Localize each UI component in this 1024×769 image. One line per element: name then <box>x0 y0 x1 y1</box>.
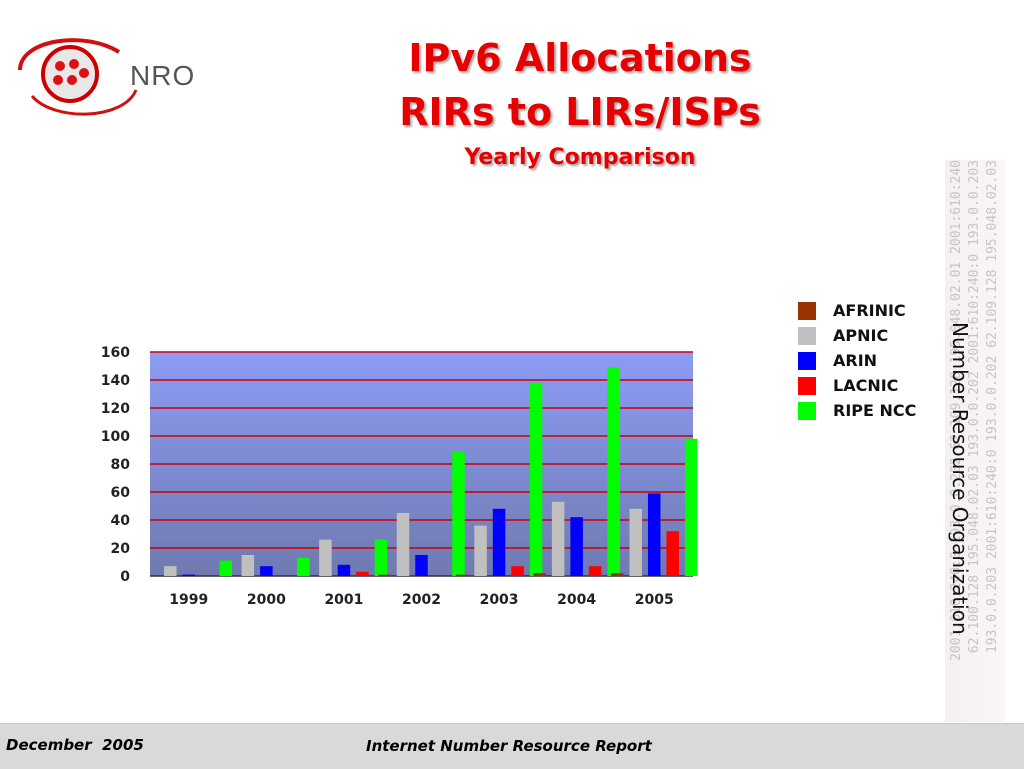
side-caption: Number Resource Organization <box>948 322 972 635</box>
y-tick-label: 160 <box>101 345 130 361</box>
y-tick-label: 0 <box>120 569 130 585</box>
bar-arin-2001 <box>337 564 351 576</box>
legend-label-lacnic: LACNIC <box>833 376 899 395</box>
bar-afrinic-2002 <box>378 574 391 576</box>
x-tick-label: 2005 <box>635 592 674 608</box>
legend-swatch-ripe-ncc <box>798 401 816 420</box>
bar-arin-2005 <box>647 493 661 576</box>
bar-lacnic-2001 <box>356 571 369 576</box>
ip-watermark-text-3: 193.0.0.203 2001:610:240:0 193.0.0.202 6… <box>985 160 1000 654</box>
logo-text: NRO <box>130 60 196 91</box>
bar-ripe-ncc-2002 <box>452 451 465 576</box>
bar-afrinic-2004 <box>533 573 546 576</box>
y-tick-label: 60 <box>111 485 131 501</box>
bar-lacnic-2003 <box>511 566 524 576</box>
legend-item-apnic: APNIC <box>798 323 916 348</box>
nro-logo <box>18 38 138 116</box>
logo-swoosh-bottom <box>30 89 138 116</box>
legend-item-lacnic: LACNIC <box>798 373 916 398</box>
legend-item-arin: ARIN <box>798 348 916 373</box>
legend-label-afrinic: AFRINIC <box>833 301 906 320</box>
legend-label-arin: ARIN <box>833 351 878 370</box>
bar-arin-2004 <box>570 517 583 576</box>
bar-ripe-ncc-2003 <box>529 382 543 576</box>
page-title-line2: RIRs to LIRs/ISPs <box>399 90 761 134</box>
y-tick-label: 120 <box>101 401 130 417</box>
footer-report-title: Internet Number Resource Report <box>366 737 652 755</box>
y-tick-label: 100 <box>101 429 130 445</box>
footer-date: December 2005 <box>6 736 144 754</box>
footer-bar: December 2005 Internet Number Resource R… <box>0 723 1024 769</box>
bar-afrinic-2003 <box>455 574 469 576</box>
bar-arin-2000 <box>260 566 273 576</box>
page-title: IPv6 Allocations <box>408 36 752 80</box>
bar-chart: 0 20 40 60 80 100 120 140 160 1999 2000 2001 2002 200… <box>101 345 698 608</box>
logo-ring <box>41 45 99 103</box>
legend-item-afrinic: AFRINIC <box>798 298 916 323</box>
bar-apnic-2002 <box>396 513 410 576</box>
x-tick-label: 2004 <box>557 592 596 608</box>
legend-item-ripe-ncc: RIPE NCC <box>798 398 916 423</box>
chart-legend: AFRINIC APNIC ARIN LACNIC RIPE NCC <box>798 298 916 423</box>
bar-ripe-ncc-2004 <box>607 367 620 576</box>
legend-label-ripe-ncc: RIPE NCC <box>833 401 917 420</box>
bar-arin-2003 <box>492 508 506 576</box>
x-tick-label: 2000 <box>247 592 286 608</box>
page-subtitle: Yearly Comparison <box>464 145 696 170</box>
y-tick-label: 20 <box>111 541 131 557</box>
bar-apnic-2001 <box>319 539 332 576</box>
bar-lacnic-2005 <box>666 531 679 576</box>
bar-ripe-ncc-2001 <box>374 539 388 576</box>
y-tick-label: 140 <box>101 373 130 389</box>
bar-arin-1999 <box>182 574 196 576</box>
bar-apnic-2005 <box>629 508 642 576</box>
legend-swatch-afrinic <box>798 301 816 320</box>
legend-swatch-apnic <box>798 326 816 345</box>
bar-lacnic-2004 <box>588 566 602 576</box>
y-tick-label: 40 <box>111 513 131 529</box>
bar-ripe-ncc-1999 <box>219 560 233 576</box>
bar-apnic-2003 <box>474 525 487 576</box>
bar-apnic-2004 <box>551 501 565 576</box>
bar-ripe-ncc-2005 <box>684 438 698 576</box>
legend-swatch-lacnic <box>798 376 816 395</box>
x-tick-label: 2003 <box>480 592 519 608</box>
legend-swatch-arin <box>798 351 816 370</box>
bar-apnic-2000 <box>241 555 255 576</box>
x-tick-label: 2001 <box>324 592 363 608</box>
x-tick-label: 2002 <box>402 592 441 608</box>
bar-ripe-ncc-2000 <box>297 557 310 576</box>
y-tick-label: 80 <box>111 457 131 473</box>
bar-arin-2002 <box>415 555 428 576</box>
bar-apnic-1999 <box>164 566 177 576</box>
ip-address-watermark: 2001:610:240:0 193.0.0.202 62.109.128 19… <box>945 160 1005 722</box>
bar-afrinic-2005 <box>610 573 624 576</box>
legend-label-apnic: APNIC <box>833 326 889 345</box>
x-tick-label: 1999 <box>169 592 208 608</box>
logo-swoosh-top <box>18 38 121 71</box>
